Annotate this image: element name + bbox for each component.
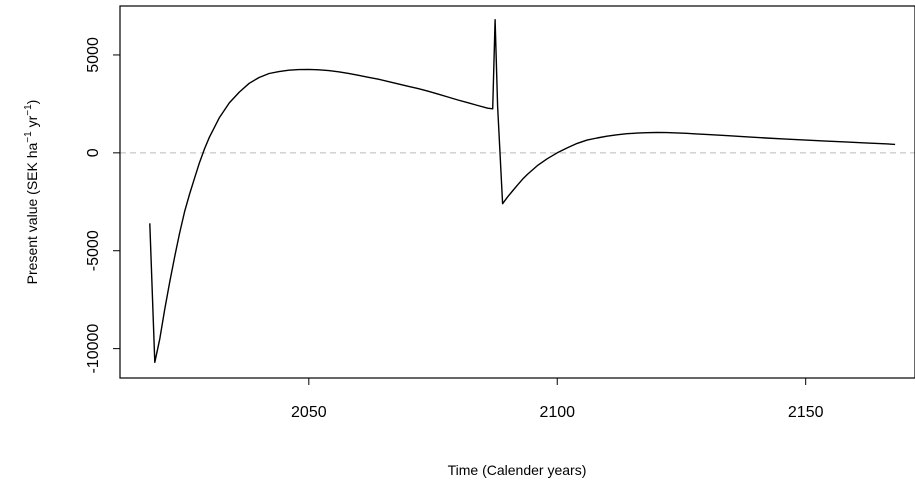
y-tick-label: -5000: [85, 230, 102, 271]
x-axis: 2050 2100 2150: [291, 377, 824, 421]
y-tick-label: -10000: [85, 324, 102, 374]
series-layer: [149, 19, 896, 363]
y-axis-title-prefix: Present value (SEK ha: [24, 142, 40, 284]
y-tick-label: 0: [85, 148, 102, 157]
y-axis-title-exp2: −1: [23, 104, 34, 116]
x-axis-title: Time (Calender years): [448, 462, 587, 478]
y-tick-label: 5000: [85, 37, 102, 73]
y-axis-title-mid: yr: [24, 115, 40, 131]
x-tick-label: 2050: [291, 404, 327, 421]
y-axis-title: Present value (SEK ha−1 yr−1): [23, 100, 40, 285]
x-tick-label: 2150: [788, 404, 824, 421]
x-tick-label: 2100: [539, 404, 575, 421]
y-axis-title-exp1: −1: [23, 131, 34, 143]
y-axis: -10000 -5000 0 5000: [85, 37, 121, 374]
y-axis-title-suffix: ): [24, 100, 40, 105]
series-line-0: [149, 19, 896, 363]
